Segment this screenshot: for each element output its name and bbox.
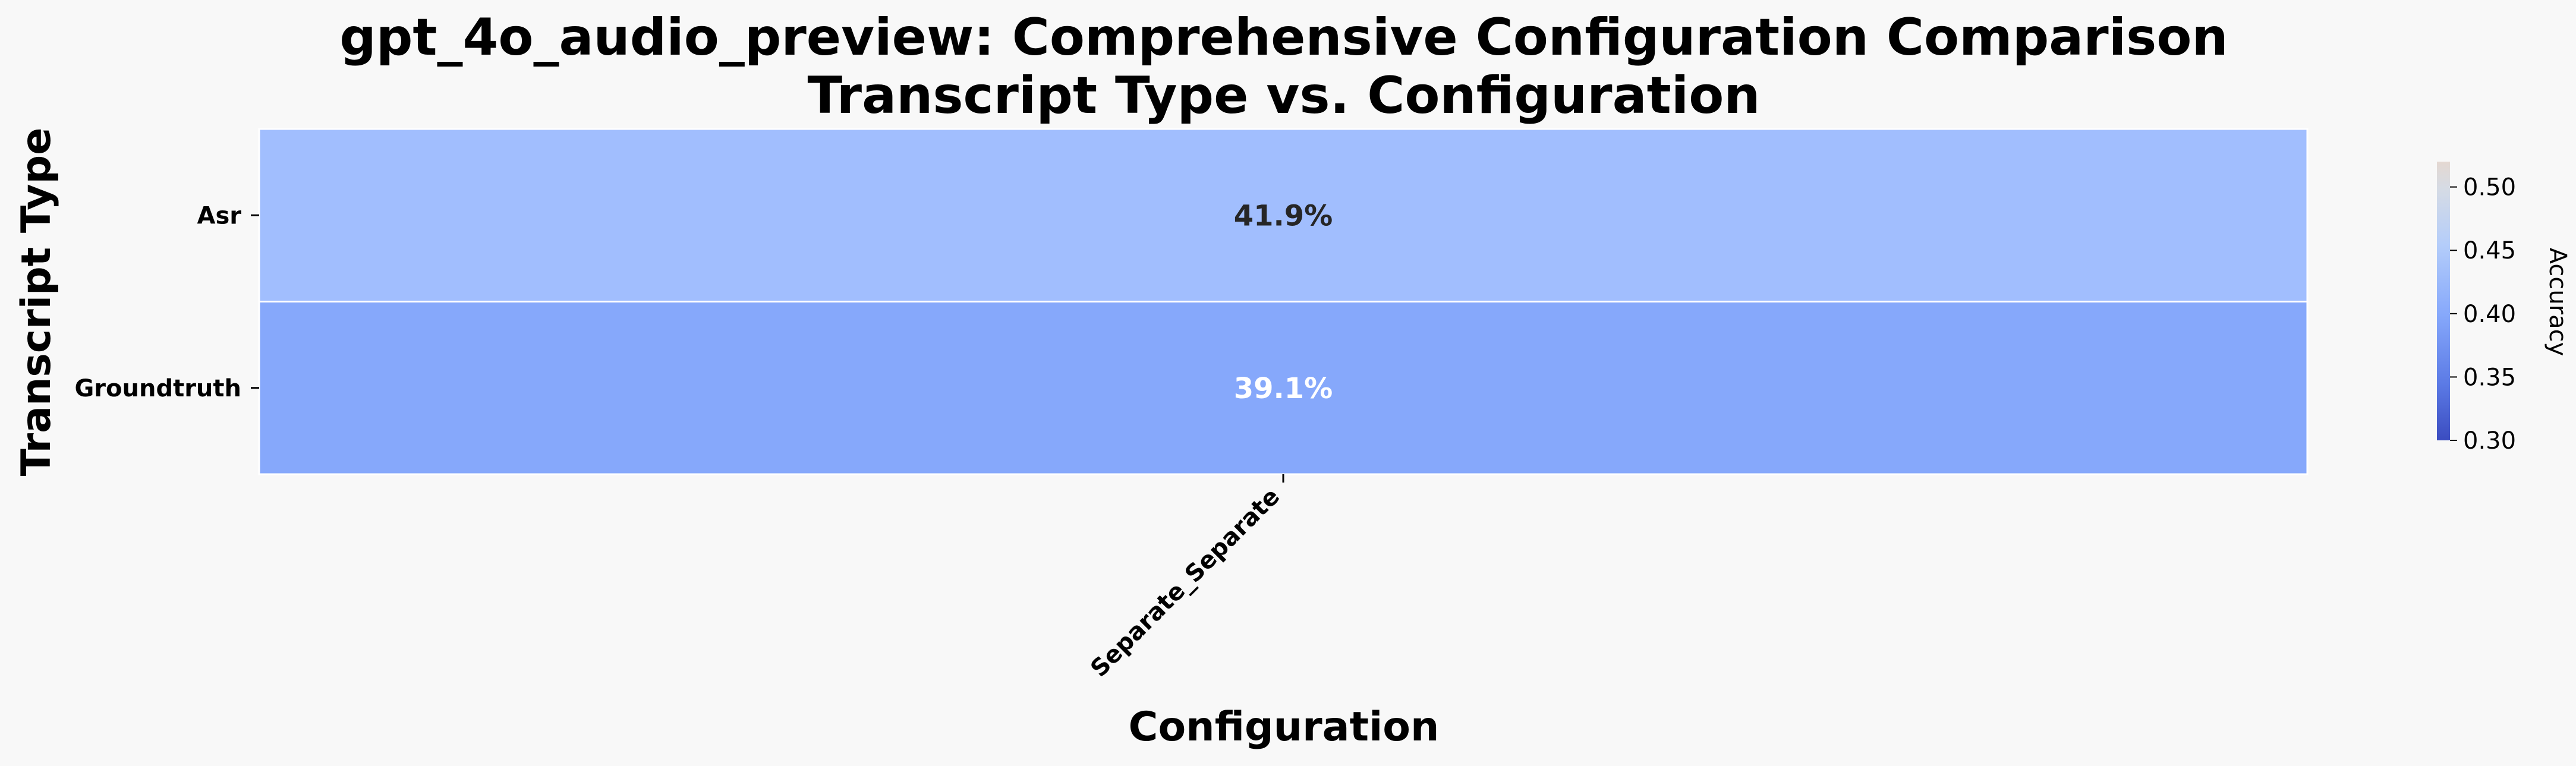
colorbar-tick-label: 0.45: [2463, 237, 2516, 264]
heatmap-cell-groundtruth: [258, 301, 2309, 475]
x-tick-label-separate_separate: Separate_Separate: [1085, 483, 1285, 683]
chart-subtitle: Transcript Type vs. Configuration: [807, 66, 1760, 125]
cell-value-label-groundtruth: 39.1%: [1234, 372, 1333, 405]
y-axis-ticks: Asr Groundtruth: [74, 202, 259, 402]
colorbar-tick-label: 0.40: [2463, 301, 2516, 328]
heatmap-cell-labels: 41.9% 39.1%: [1234, 199, 1333, 405]
colorbar-ticks: 0.30 0.35 0.40 0.45 0.50: [2450, 174, 2516, 455]
colorbar: 0.30 0.35 0.40 0.45 0.50 Accuracy: [2437, 162, 2571, 455]
heatmap-cell-asr: [258, 128, 2309, 302]
colorbar-label: Accuracy: [2544, 248, 2571, 357]
cell-value-label-asr: 41.9%: [1234, 199, 1333, 232]
colorbar-gradient: [2437, 162, 2450, 440]
colorbar-tick-label: 0.35: [2463, 364, 2516, 391]
x-axis-label: Configuration: [1129, 704, 1440, 751]
y-axis-label: Transcript Type: [13, 128, 60, 477]
chart-title: gpt_4o_audio_preview: Comprehensive Conf…: [339, 8, 2228, 67]
colorbar-tick-label: 0.30: [2463, 427, 2516, 455]
heatmap-cells: [258, 128, 2309, 475]
colorbar-tick-label: 0.50: [2463, 174, 2516, 201]
y-tick-label-asr: Asr: [197, 202, 242, 229]
x-axis-ticks: Separate_Separate: [1085, 474, 1285, 682]
y-tick-label-groundtruth: Groundtruth: [74, 375, 241, 402]
